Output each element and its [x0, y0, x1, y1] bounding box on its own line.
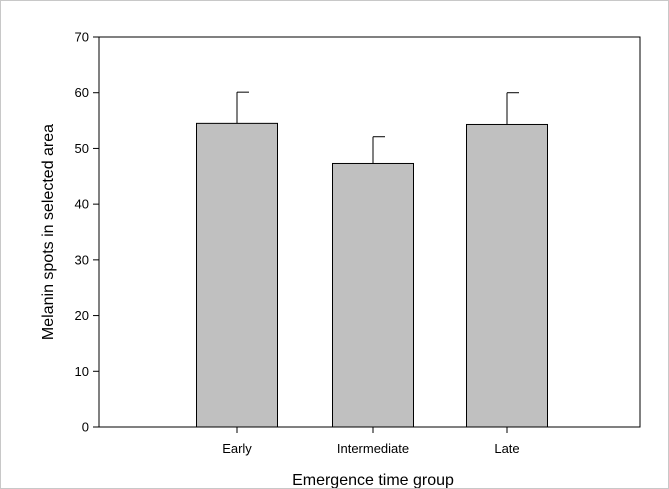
y-tick-label: 10 [75, 364, 89, 379]
x-tick-label-early: Early [222, 441, 252, 456]
y-tick-label: 40 [75, 197, 89, 212]
y-tick-label: 20 [75, 308, 89, 323]
y-axis-title: Melanin spots in selected area [40, 124, 57, 340]
bar-intermediate [332, 162, 414, 428]
y-tick-label: 60 [75, 85, 89, 100]
x-axis: Early Intermediate Late [222, 427, 520, 456]
x-axis-title: Emergence time group [292, 472, 454, 488]
y-tick-label: 30 [75, 252, 89, 267]
y-tick-label: 50 [75, 141, 89, 156]
bar-late [466, 123, 548, 428]
y-axis: 0 10 20 30 40 50 60 70 [75, 30, 99, 435]
bars [196, 91, 548, 428]
x-tick-label-late: Late [494, 441, 519, 456]
x-tick-label-intermediate: Intermediate [337, 441, 409, 456]
y-tick-label: 0 [82, 420, 89, 435]
bar-early [196, 122, 278, 428]
y-tick-label: 70 [75, 30, 89, 45]
